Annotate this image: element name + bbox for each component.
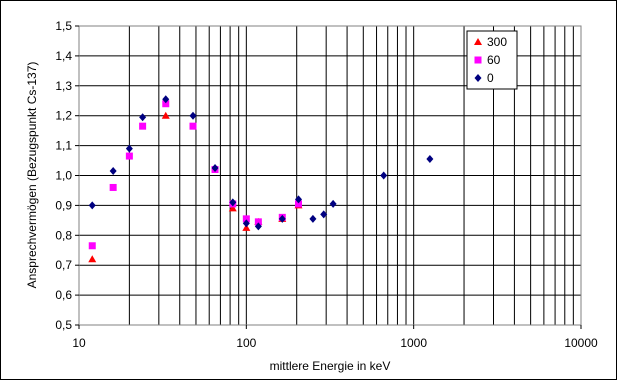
data-point-diamond <box>380 171 388 180</box>
x-axis-label: mittlere Energie in keV <box>270 359 391 373</box>
data-point-diamond <box>309 214 317 223</box>
data-point-diamond <box>426 155 434 164</box>
data-point-diamond <box>320 210 328 219</box>
y-tick-label: 0,9 <box>55 198 72 212</box>
data-point-square <box>88 242 96 250</box>
data-point-diamond <box>211 164 219 173</box>
y-tick-label: 1,0 <box>55 169 72 183</box>
y-tick-label: 0,8 <box>55 228 72 242</box>
y-axis-ticks: 0,5 0,6 0,7 0,8 0,9 1,0 1,1 1,2 1,3 1,4 1,5 <box>55 19 79 332</box>
data-point-diamond <box>295 195 303 204</box>
data-points <box>88 95 434 263</box>
data-point-square <box>139 122 147 130</box>
y-tick-label: 0,5 <box>55 318 72 332</box>
legend-marker-square <box>474 56 482 64</box>
y-tick-label: 0,6 <box>55 288 72 302</box>
legend: 300 60 0 <box>466 30 518 90</box>
data-point-square <box>242 215 250 223</box>
data-point-diamond <box>329 199 337 208</box>
legend-label: 60 <box>487 53 501 67</box>
data-point-triangle <box>228 204 237 212</box>
data-point-diamond <box>242 219 250 228</box>
data-point-square <box>254 218 262 226</box>
data-point-square <box>125 152 133 160</box>
y-tick-label: 1,2 <box>55 109 72 123</box>
data-point-diamond <box>189 111 197 120</box>
data-point-square <box>162 100 170 108</box>
data-point-triangle <box>88 255 97 263</box>
legend-label: 0 <box>487 71 494 85</box>
data-point-square <box>189 122 197 130</box>
data-point-square <box>109 183 117 191</box>
data-point-triangle <box>161 111 170 119</box>
legend-label: 300 <box>487 35 507 49</box>
legend-marker-diamond <box>474 74 482 82</box>
y-tick-label: 1,3 <box>55 79 72 93</box>
data-point-diamond <box>88 201 96 210</box>
x-axis-ticks: 10 100 1000 10000 <box>72 325 598 350</box>
data-point-diamond <box>125 144 133 153</box>
data-point-diamond <box>109 167 117 176</box>
y-tick-label: 1,1 <box>55 139 72 153</box>
data-point-diamond <box>278 214 286 223</box>
data-point-diamond <box>162 95 170 104</box>
data-point-diamond <box>229 198 237 207</box>
data-point-diamond <box>139 113 147 122</box>
x-tick-label: 1000 <box>400 336 427 350</box>
y-axis-label: Ansprechvermögen (Bezugspunkt Cs-137) <box>25 62 39 289</box>
x-tick-label: 10 <box>72 336 86 350</box>
y-tick-label: 1,5 <box>55 19 72 33</box>
legend-marker-triangle <box>474 38 482 45</box>
data-point-square <box>295 200 303 208</box>
y-tick-label: 1,4 <box>55 49 72 63</box>
x-tick-label: 100 <box>236 336 256 350</box>
series-diamond-points <box>88 95 434 231</box>
y-tick-label: 0,7 <box>55 258 72 272</box>
x-tick-label: 10000 <box>564 336 598 350</box>
data-point-diamond <box>254 222 262 231</box>
